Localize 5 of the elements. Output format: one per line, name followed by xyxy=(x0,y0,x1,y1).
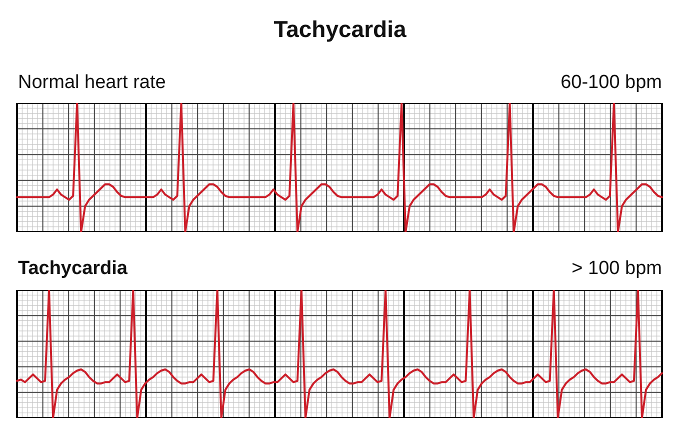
text: 60-100 bpm xyxy=(560,72,662,94)
chart-subtitle: Normal heart rate xyxy=(18,72,166,94)
text: > 100 bpm xyxy=(572,258,662,280)
chart-title: Tachycardia xyxy=(272,16,408,43)
chart-title: Tachycardia xyxy=(18,258,128,280)
